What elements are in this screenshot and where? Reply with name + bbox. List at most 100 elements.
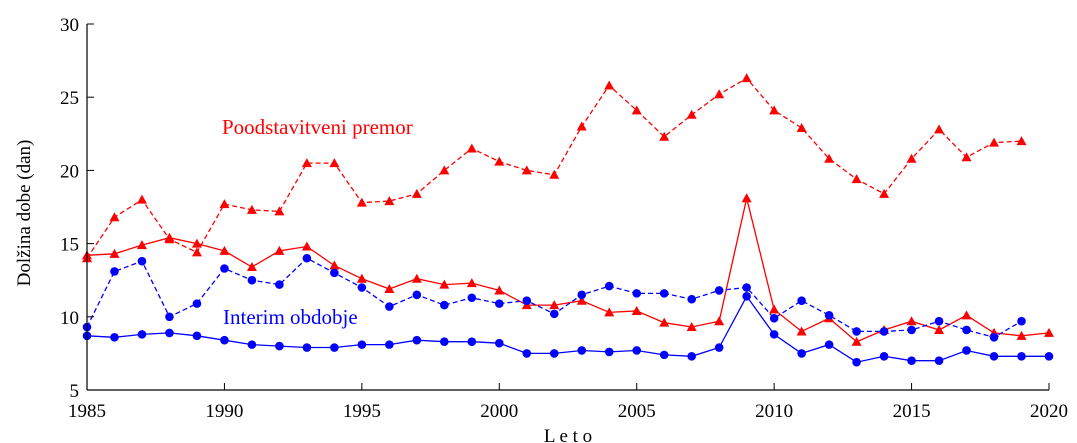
series-1-point [301,158,312,168]
series-3-point [165,312,174,322]
series-4-point [797,349,806,358]
series-4-point [467,337,477,346]
series-1-point [961,152,972,162]
series-3-point [412,290,422,300]
series-1-point [329,158,340,168]
series-4-point [687,352,696,361]
annotation-poodstavitveni-premor: Poodstavitveni premor [222,115,413,139]
x-tick-label: 2000 [480,401,518,422]
series-1-point [494,156,505,166]
series-1-point [631,105,642,115]
series-1-point [466,143,477,153]
series-3-point [714,286,724,295]
x-tick-label: 2010 [755,401,793,422]
series-3-point [330,268,339,278]
series-3-point [357,283,367,292]
series-3-point [494,299,504,308]
x-axis-label: L e t o [544,426,592,443]
series-3-point [385,302,394,311]
series-2-point [659,317,670,327]
series-3-point [989,332,999,342]
series-4-point [549,349,559,358]
series-3-point [137,256,147,266]
series-4-point [137,330,147,339]
series-3-point [687,294,696,304]
series-2-point [191,238,202,248]
series-3-point [852,327,861,336]
series-4-point [934,356,944,366]
series-3-point [907,325,916,335]
series-3-point [962,325,971,335]
series-2-line [86,198,1050,343]
series-1-point [741,73,752,83]
annotation-interim-obdobje: Interim obdobje [223,305,358,329]
series-2-point [466,278,477,288]
series-2-point [1044,327,1054,337]
series-1-point [439,165,450,175]
x-tick-label: 2005 [618,401,656,422]
series-2 [82,193,1054,346]
series-4-point [330,343,339,352]
series-2-point [769,304,780,314]
series-3-point [577,290,587,300]
series-1 [82,73,1027,263]
series-2-point [549,300,560,310]
series-4-point [110,332,119,342]
series-4-point [302,343,312,352]
axes: 1985 1990 1995 2000 2005 2010 2015 2020 5 10 15 20… [60,15,1068,422]
series-3 [82,253,1026,342]
series-4-point [1044,352,1054,361]
series-3-point [302,253,312,263]
series-2-point [796,326,807,336]
series-1-point [796,122,807,132]
series-1-point [549,169,560,179]
series-2-point [631,305,642,315]
x-axis-ticks: 1985 1990 1995 2000 2005 2010 2015 2020 [68,383,1068,422]
series-2-point [686,322,697,332]
series-4-point [962,346,971,355]
series-4-point [577,346,587,355]
y-axis-ticks: 5 10 15 20 25 30 [60,15,94,402]
series-2-point [356,273,367,283]
series-1-point [851,174,862,184]
series-1-point [906,153,917,163]
series-3-point [110,267,119,276]
series-4-point [385,340,394,349]
series-1-point [219,199,230,209]
y-axis-label: Dolžina dobe (dan) [14,140,35,287]
series-3-point [275,280,284,289]
series-4-point [440,337,449,346]
series-3-point [440,300,449,310]
x-tick-label: 2020 [1030,401,1068,422]
series-2-point [219,245,230,255]
series-1-point [879,188,890,198]
series-4-point [632,346,642,355]
series-4-point [852,357,861,367]
series-2-point [961,310,972,320]
series-2-point [246,262,257,272]
series-4-point [659,350,669,360]
series-2-point [741,193,752,203]
x-tick-label: 2015 [893,401,931,422]
series-1-point [659,131,670,141]
series-4 [82,292,1054,367]
series-4-point [275,341,284,351]
series-2-point [164,232,175,242]
series-3-point [1017,316,1026,326]
series-4-point [412,335,422,345]
series-4-line [86,295,1049,363]
series-2-point [301,241,312,251]
series-2-point [576,295,587,305]
series-1-line [86,77,1022,259]
series-4-point [742,292,751,301]
y-tick-label: 25 [60,88,79,109]
series-2-point [439,279,450,289]
y-tick-label: 30 [60,15,79,36]
series-1-point [824,153,835,163]
plot-area [82,73,1054,367]
series-3-point [247,275,257,285]
series-4-point [192,331,202,341]
series-4-point [879,352,889,361]
series-2-point [851,336,862,346]
